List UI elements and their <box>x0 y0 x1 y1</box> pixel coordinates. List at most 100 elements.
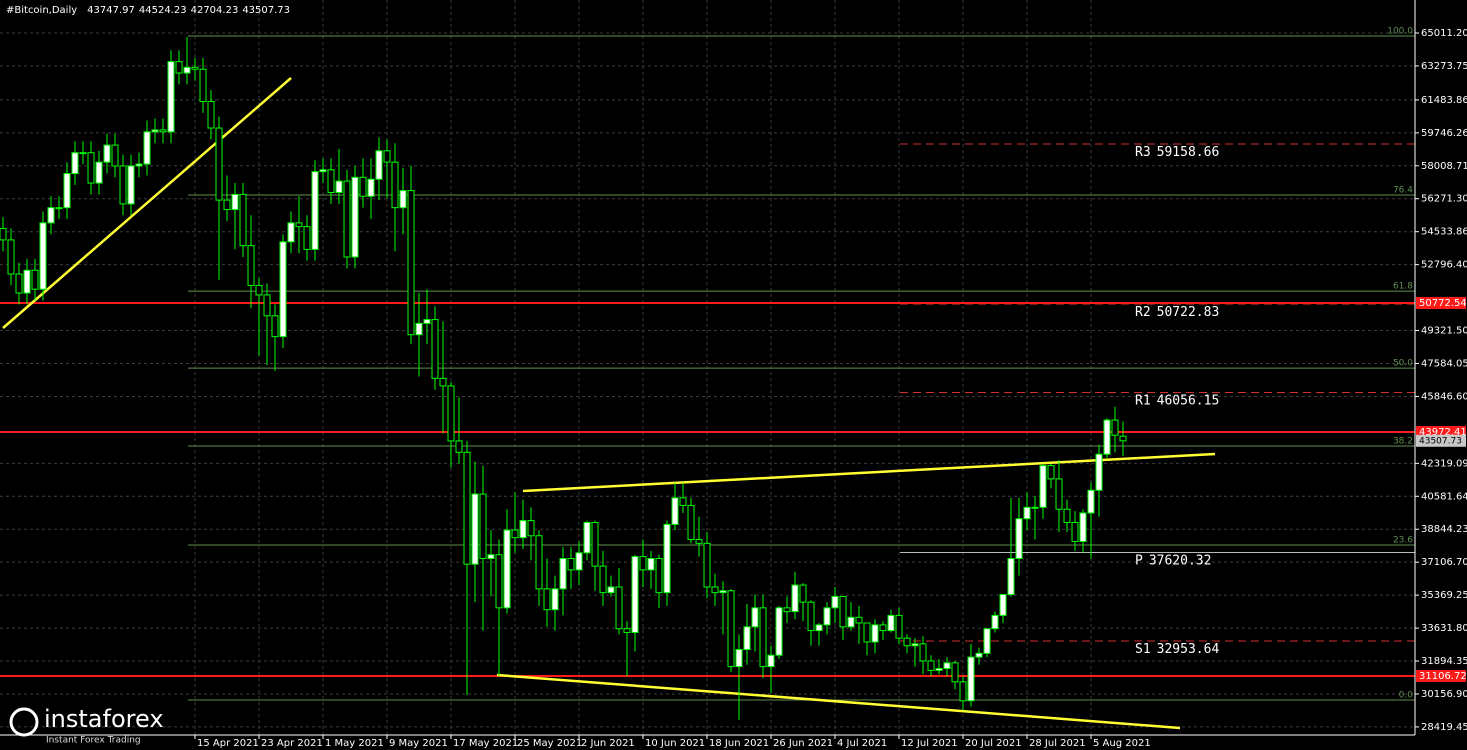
candle-body <box>743 626 751 651</box>
candle-body <box>103 144 111 163</box>
candle-body <box>1071 521 1079 542</box>
y-tick-label: 52796.40 <box>1421 260 1467 271</box>
candle-body <box>1031 506 1039 509</box>
y-tick-label: 33631.80 <box>1421 623 1467 634</box>
candle-body <box>503 529 511 609</box>
y-tick-label: 65011.20 <box>1421 28 1467 39</box>
candle-body <box>279 241 287 338</box>
pivot-value: 46056.15 <box>1157 393 1220 408</box>
candle-body <box>199 68 207 102</box>
candle-body <box>431 319 439 379</box>
candle-body <box>247 245 255 286</box>
candle-body <box>95 161 103 184</box>
candle-body <box>583 521 591 554</box>
pivot-value: 32953.64 <box>1157 641 1220 656</box>
candle-body <box>559 558 567 590</box>
pivot-value: 37620.32 <box>1149 553 1212 568</box>
candle-body <box>1063 508 1071 523</box>
candle-body <box>167 61 175 133</box>
candle-body <box>783 607 791 613</box>
candle-body <box>663 523 671 594</box>
candle-body <box>855 616 863 624</box>
candle-body <box>1047 465 1055 480</box>
candle-body <box>327 169 335 194</box>
candle-body <box>799 584 807 603</box>
x-tick-label: 18 Jun 2021 <box>709 738 769 749</box>
candle-body <box>111 144 119 167</box>
candle-body <box>599 565 607 594</box>
candle-body <box>671 497 679 525</box>
fib-label: 50.0 <box>1393 359 1413 369</box>
candles <box>0 36 1127 720</box>
candle-body <box>15 273 23 294</box>
candle-body <box>511 529 519 539</box>
candle-body <box>623 628 631 633</box>
candle-body <box>207 100 215 129</box>
pivot-label: R2 50722.83 <box>1135 304 1219 319</box>
x-tick-label: 9 May 2021 <box>389 738 448 749</box>
y-tick-label: 58008.71 <box>1421 161 1467 172</box>
candle-body <box>367 178 375 197</box>
candle-body <box>551 588 559 611</box>
candle-body <box>423 319 431 324</box>
candle-body <box>399 190 407 209</box>
candle-body <box>1103 419 1111 455</box>
candle-body <box>447 385 455 442</box>
candle-body <box>23 269 31 294</box>
candle-body <box>751 607 759 628</box>
candle-body <box>127 165 135 205</box>
candle-body <box>791 584 799 613</box>
candle-body <box>55 207 63 210</box>
candle-body <box>911 643 919 647</box>
logo-icon <box>9 707 39 737</box>
candle-body <box>455 440 463 453</box>
candle-body <box>615 586 623 630</box>
pivot-name: R3 <box>1135 144 1151 159</box>
candle-body <box>263 294 271 317</box>
candle-body <box>607 586 615 594</box>
grid <box>0 0 1415 735</box>
x-tick-label: 15 Apr 2021 <box>197 738 259 749</box>
x-tick-label: 1 May 2021 <box>325 738 384 749</box>
candle-body <box>823 607 831 626</box>
high-value: 44524.23 <box>139 5 187 16</box>
candle-body <box>439 377 447 387</box>
candle-body <box>639 556 647 571</box>
candle-body <box>991 614 999 630</box>
axis-strip <box>0 735 1467 750</box>
candle-body <box>631 556 639 633</box>
candle-body <box>479 493 487 560</box>
candle-body <box>719 590 727 594</box>
candle-body <box>71 152 79 175</box>
fib-label: 76.4 <box>1393 185 1413 195</box>
axis-strip <box>1415 0 1467 750</box>
candle-body <box>0 228 7 241</box>
x-tick-label: 4 Jul 2021 <box>837 738 887 749</box>
y-tick-label: 38844.23 <box>1421 524 1467 535</box>
low-value: 42704.23 <box>191 5 239 16</box>
candle-body <box>175 61 183 74</box>
candle-body <box>543 588 551 611</box>
candle-body <box>535 535 543 590</box>
candle-body <box>407 190 415 336</box>
candle-body <box>815 624 823 632</box>
candle-body <box>519 520 527 539</box>
candle-body <box>847 616 855 628</box>
candle-body <box>983 628 991 654</box>
fib-label: 38.2 <box>1393 437 1413 447</box>
pivot-name: S1 <box>1135 641 1151 656</box>
candle-body <box>383 150 391 163</box>
candle-body <box>39 222 47 290</box>
level-label: 43972.41 <box>1419 427 1467 438</box>
logo-tagline: Instant Forex Trading <box>46 736 141 746</box>
x-tick-label: 10 Jun 2021 <box>645 738 705 749</box>
logo-name: instaforex <box>44 705 164 733</box>
candle-body <box>135 163 143 167</box>
candle-body <box>767 654 775 668</box>
chart-header: #Bitcoin,Daily 43747.97 44524.23 42704.23 43… <box>6 5 290 16</box>
x-tick-label: 5 Aug 2021 <box>1093 738 1151 749</box>
candle-body <box>287 222 295 243</box>
x-tick-label: 23 Apr 2021 <box>261 738 323 749</box>
